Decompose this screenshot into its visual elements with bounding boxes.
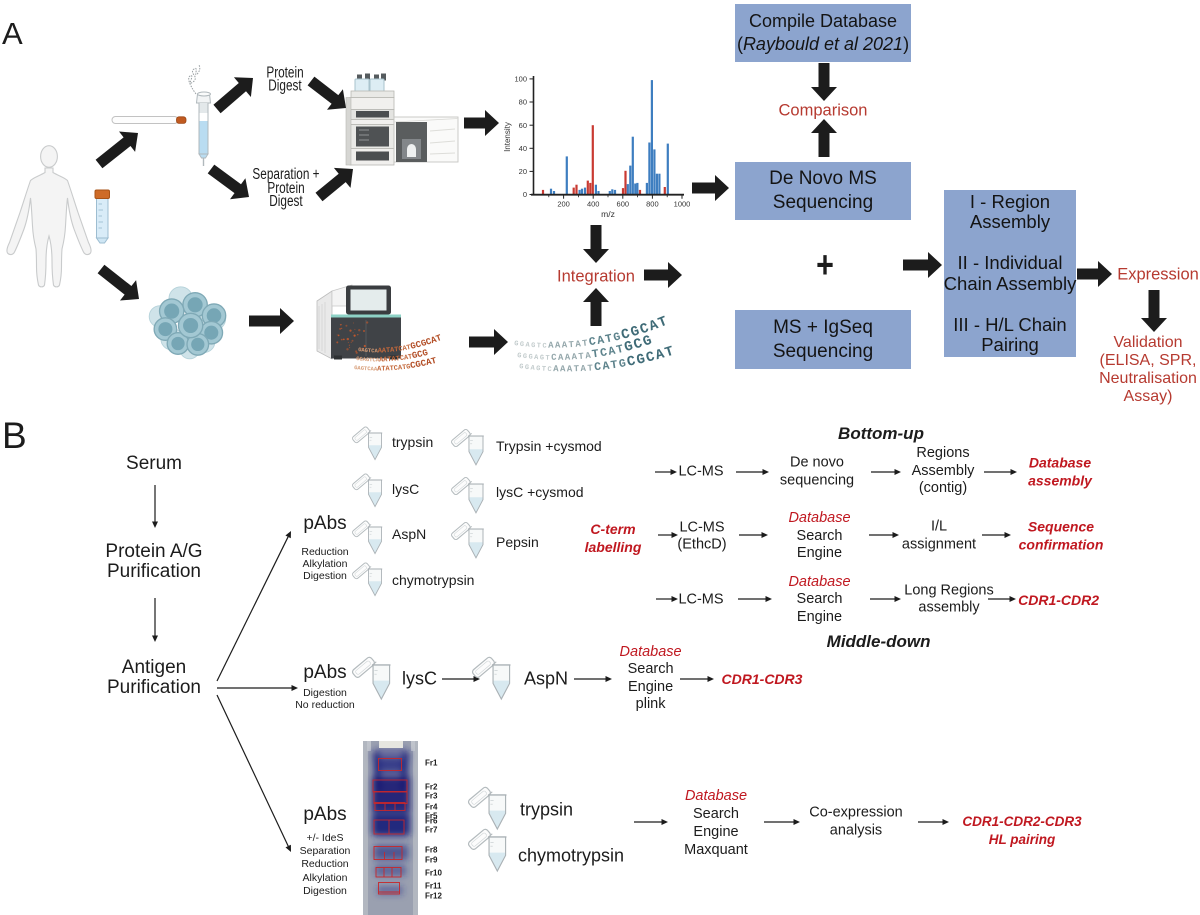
svg-text:200: 200 <box>557 200 570 209</box>
svg-text:600: 600 <box>617 200 630 209</box>
svg-text:800: 800 <box>646 200 659 209</box>
svg-text:GGAGTCAAATATCATGCG: GGAGTCAAATATCATGCG <box>356 348 429 365</box>
svg-text:m/z: m/z <box>601 209 615 219</box>
svg-text:100: 100 <box>514 75 527 84</box>
svg-text:60: 60 <box>519 121 527 130</box>
svg-text:Intensity: Intensity <box>503 122 512 152</box>
svg-text:400: 400 <box>587 200 600 209</box>
svg-text:80: 80 <box>519 98 527 107</box>
svg-text:0: 0 <box>523 190 527 199</box>
svg-text:20: 20 <box>519 167 527 176</box>
svg-text:1000: 1000 <box>674 200 691 209</box>
svg-text:40: 40 <box>519 144 527 153</box>
